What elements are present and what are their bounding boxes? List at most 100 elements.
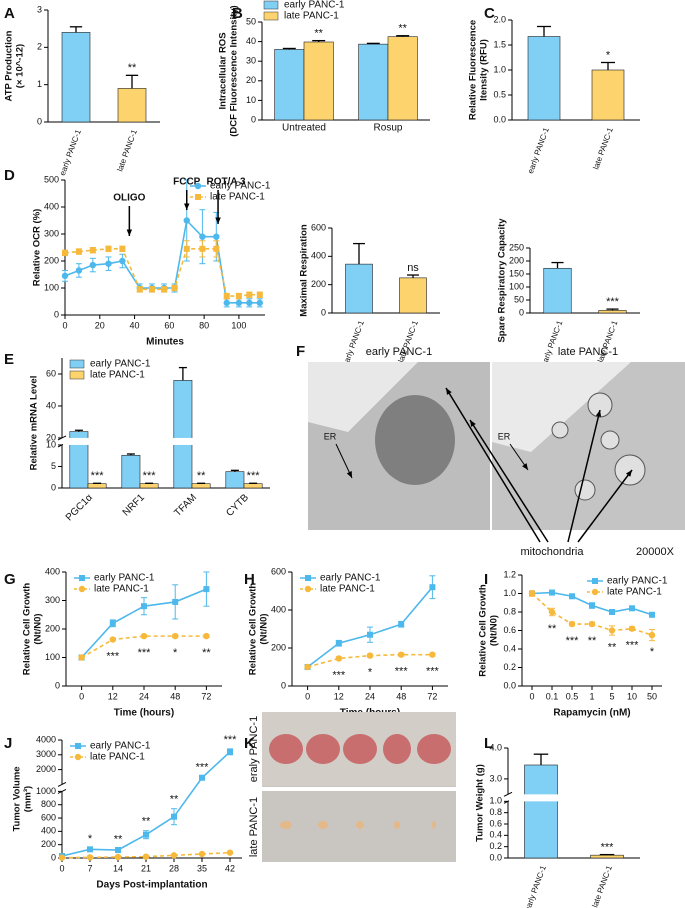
arrow-head (126, 229, 133, 236)
significance: *** (601, 842, 615, 854)
y-tick-label: 1.0 (493, 64, 506, 74)
y-axis-label: Maximal Respiration (299, 224, 310, 317)
point (87, 846, 93, 853)
y-tick-label: 1.5 (493, 39, 506, 49)
vesicle (551, 421, 569, 439)
x-tick-label: 7 (87, 863, 92, 873)
bar (590, 854, 624, 859)
panel-letter: I (484, 571, 488, 588)
y-tick-label: 30 (246, 56, 256, 66)
point (649, 611, 655, 618)
y-axis-label: (Nt/N0) (489, 615, 500, 646)
point (235, 299, 243, 307)
x-axis-label: Rapamycin (nM) (553, 708, 630, 719)
y-tick-label: 100 (509, 281, 524, 291)
point (75, 267, 83, 274)
bar (87, 483, 107, 489)
panel-letter: A (4, 5, 15, 22)
point (256, 299, 263, 307)
point (629, 605, 635, 612)
x-tick-label: early PANC-1 (539, 319, 564, 368)
y-axis-label: Relative OCR (%) (32, 209, 43, 287)
x-tick-label: 48 (396, 691, 406, 701)
legend-swatch (263, 11, 279, 21)
point (78, 654, 85, 661)
point (589, 602, 595, 609)
x-tick-label: late PANC-1 (590, 864, 614, 908)
nucleus (375, 395, 455, 485)
x-tick-label: 21 (141, 863, 151, 873)
legend-label: early PANC-1 (320, 573, 381, 584)
x-tick-label: 20 (95, 320, 105, 330)
significance: ** (398, 23, 407, 35)
y-tick-label: 0.8 (503, 606, 516, 616)
bar (139, 483, 159, 489)
y-tick-label: 1.2 (503, 569, 516, 579)
point (199, 774, 205, 781)
x-tick-label: 5 (609, 691, 614, 701)
arrow-head (595, 410, 602, 417)
y-tick-label: 2 (37, 42, 42, 52)
point (74, 753, 82, 761)
significance: ** (170, 794, 179, 806)
y-axis-label: (× 10^-12) (15, 44, 26, 88)
point (335, 640, 342, 647)
y-tick-label: 0.4 (489, 830, 502, 840)
legend-label: early PANC-1 (94, 573, 155, 584)
y-axis-label: Intracellular ROS (218, 32, 229, 109)
column-label: late PANC-1 (558, 346, 618, 358)
x-tick-label: 10 (627, 691, 637, 701)
y-tick-label: 0 (251, 114, 256, 124)
arrow-head (446, 388, 452, 395)
bar (191, 483, 211, 489)
y-tick-label: 0 (281, 680, 286, 690)
y-tick-label: 0 (321, 307, 326, 317)
y-tick-label: 200 (41, 839, 56, 849)
significance: * (88, 833, 93, 845)
point (62, 249, 68, 256)
legend-swatch (263, 0, 279, 10)
point (568, 620, 576, 628)
y-tick-label: 200 (45, 623, 60, 633)
x-tick-label: 0 (62, 320, 67, 330)
point (609, 609, 615, 615)
significance: ** (128, 62, 137, 74)
y-tick-label: 4000 (36, 734, 56, 744)
y-tick-label: 300 (44, 228, 59, 238)
tumor (269, 734, 303, 764)
y-tick-label: 0 (51, 852, 56, 862)
y-axis-label: (mm³) (23, 786, 34, 812)
x-tick-label: 35 (197, 863, 207, 873)
y-axis-label: (DCF Fluorescence Intensity) (229, 5, 240, 136)
point (227, 748, 233, 755)
y-axis-label: Relative Fluorescence (468, 20, 479, 120)
point (171, 285, 178, 291)
significance: * (606, 49, 611, 61)
y-tick-label: 2.0 (493, 14, 506, 24)
y-tick-label: 1 (37, 79, 42, 89)
x-tick-label: 0 (59, 863, 64, 873)
x-tick-label: early PANC-1 (58, 128, 83, 177)
point (195, 194, 201, 200)
point (203, 586, 210, 593)
column-label: early PANC-1 (366, 346, 432, 358)
x-tick-label: early PANC-1 (523, 864, 548, 908)
y-tick-label: 0.5 (493, 89, 506, 99)
y-tick-label: 3000 (36, 749, 56, 759)
bar (225, 471, 245, 489)
x-tick-label: 12 (108, 691, 118, 701)
treatment-label: OLIGO (113, 193, 145, 204)
panel-letter: D (4, 167, 15, 184)
x-tick-label: 24 (365, 691, 375, 701)
point (105, 260, 112, 267)
point (109, 636, 117, 643)
y-tick-label: 40 (46, 400, 56, 410)
y-tick-label: 60 (46, 368, 56, 378)
significance: *** (91, 470, 105, 482)
panel-letter: E (4, 351, 14, 368)
x-tick-label: early PANC-1 (526, 126, 551, 175)
vesicle (587, 392, 613, 418)
y-axis-label: Tumor Volume (12, 766, 23, 831)
x-tick-label: late PANC-1 (115, 128, 139, 173)
